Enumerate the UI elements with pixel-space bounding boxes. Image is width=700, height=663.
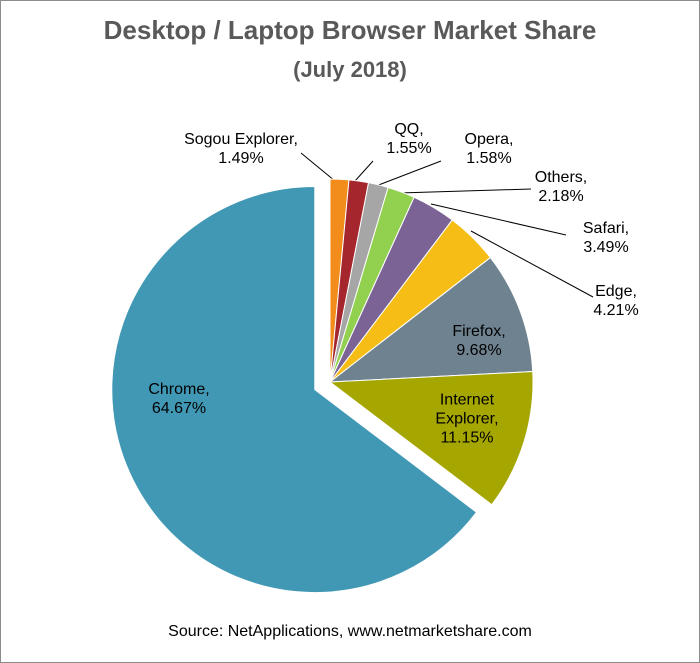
pie-slice: [328, 256, 534, 383]
category-label: Chrome,: [148, 381, 210, 398]
value-label: 64.67%: [151, 400, 207, 417]
category-label: Safari,: [582, 220, 630, 237]
leader-line: [375, 160, 442, 187]
leader-line: [430, 203, 567, 236]
leader-line: [470, 230, 594, 298]
value-label: 9.68%: [456, 342, 502, 359]
leader-line: [354, 160, 374, 182]
value-label: 11.15%: [440, 429, 494, 447]
slice-label: Internet Explorer, 11.15%: [412, 391, 522, 448]
chart-title: Desktop / Laptop Browser Market Share: [103, 15, 597, 45]
slice-label: Chrome, 64.67%: [148, 380, 209, 418]
value-label: 3.49%: [583, 239, 629, 256]
category-label: Internet Explorer,: [435, 391, 499, 428]
value-label: 4.21%: [593, 302, 639, 319]
slice-label: QQ, 1.55%: [386, 120, 431, 158]
value-label: 1.58%: [466, 150, 512, 167]
category-label: QQ,: [394, 121, 424, 138]
slice-label: Sogou Explorer, 1.49%: [184, 130, 298, 168]
value-label: 1.49%: [218, 150, 264, 167]
category-label: Others,: [534, 169, 588, 186]
value-label: 1.55%: [386, 140, 432, 157]
slice-label: Others, 2.18%: [535, 168, 587, 206]
chart-subtitle: (July 2018): [293, 57, 407, 82]
value-label: 2.18%: [538, 188, 584, 205]
source-note: Source: NetApplications, www.netmarketsh…: [168, 623, 532, 640]
leader-line: [398, 188, 532, 194]
category-label: Firefox,: [452, 323, 506, 340]
slice-label: Firefox, 9.68%: [452, 322, 505, 360]
category-label: Edge,: [595, 283, 637, 300]
leader-lines: [300, 152, 594, 298]
slice-label: Opera, 1.58%: [465, 130, 514, 168]
slice-label: Safari, 3.49%: [583, 219, 629, 257]
pie-slice: [328, 371, 534, 506]
category-label: Sogou Explorer,: [184, 131, 298, 148]
pie-slice: [111, 186, 478, 594]
leader-line: [300, 152, 336, 182]
slice-label: Edge, 4.21%: [593, 282, 638, 320]
category-label: Opera,: [464, 131, 514, 148]
